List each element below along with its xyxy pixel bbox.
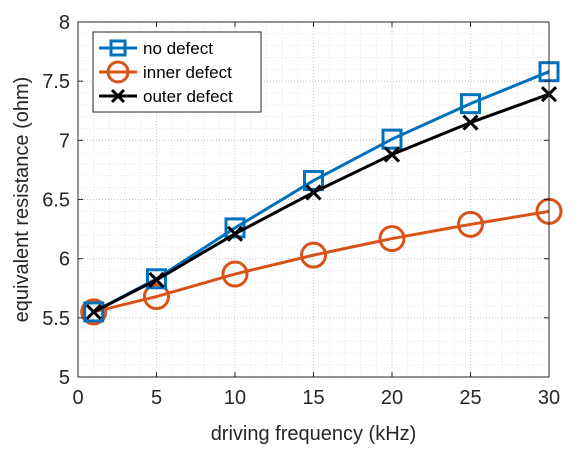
legend-label: no defect	[143, 39, 213, 58]
legend-marker	[106, 60, 130, 84]
data-point-x	[226, 225, 244, 242]
legend-marker	[110, 88, 126, 104]
data-point-circle	[378, 225, 406, 253]
x-tick-label: 25	[459, 387, 481, 409]
data-point-square	[303, 170, 324, 192]
data-point-square	[83, 301, 105, 323]
series-inner-defect	[80, 197, 563, 326]
y-tick-label: 6	[59, 249, 70, 271]
x-tick-label: 10	[224, 387, 246, 409]
data-point-square	[146, 268, 167, 290]
data-point-x	[462, 114, 479, 131]
data-point-x	[383, 146, 401, 163]
y-axis-label: equivalent resistance (ohm)	[11, 77, 33, 323]
x-tick-label: 0	[72, 387, 83, 409]
legend-label: outer defect	[143, 87, 233, 106]
y-tick-label: 7	[59, 130, 70, 152]
x-tick-label: 15	[302, 387, 324, 409]
series-line	[93, 92, 550, 314]
data-point-x	[148, 271, 165, 289]
data-point-circle	[80, 298, 108, 326]
legend-item: inner defect	[99, 60, 232, 84]
data-point-square	[460, 93, 481, 115]
x-tick-label: 5	[151, 387, 162, 409]
y-tick-label: 8	[59, 12, 70, 34]
legend: no defect inner defect outer defect	[92, 31, 262, 113]
legend-marker	[109, 39, 127, 57]
y-tick-label: 7.5	[42, 71, 70, 93]
x-tick-label: 30	[538, 387, 560, 409]
y-tick-label: 5.5	[42, 308, 70, 330]
y-tick-label: 6.5	[42, 190, 70, 212]
legend-item: outer defect	[99, 87, 233, 106]
data-point-circle	[143, 283, 170, 311]
legend-item: no defect	[99, 39, 213, 58]
x-axis-label: driving frequency (kHz)	[211, 423, 417, 445]
data-point-x	[305, 184, 322, 201]
y-tick-label: 5	[59, 367, 70, 389]
series-line	[93, 209, 550, 314]
data-point-circle	[457, 210, 484, 238]
data-point-x	[85, 303, 102, 320]
x-tick-label: 20	[381, 387, 403, 409]
series-layer	[80, 61, 563, 326]
legend-label: inner defect	[143, 63, 232, 82]
data-point-circle	[221, 260, 249, 288]
data-point-circle	[300, 241, 327, 269]
data-point-square	[381, 128, 403, 150]
